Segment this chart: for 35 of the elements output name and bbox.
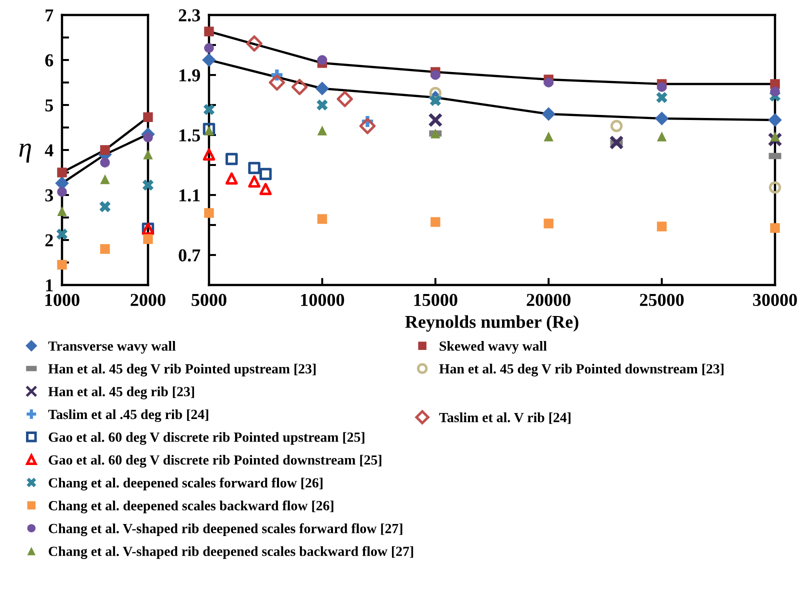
legend-label: Taslim et al .45 deg rib [24] (48, 409, 208, 422)
legend-label: Transverse wavy wall (48, 341, 176, 354)
y-tick-label: 6 (45, 54, 54, 66)
x-tick-label: 5000 (192, 294, 226, 306)
legend-label: Han et al. 45 deg rib [23] (48, 386, 194, 400)
y-tick-label: 2.3 (178, 9, 200, 22)
legend-label: Skewed wavy wall (440, 341, 547, 354)
y-tick-label: 0.7 (178, 249, 200, 262)
x-tick-label: 15000 (414, 294, 458, 306)
legend-label: Chang et al. deepened scales backward flow [26] (48, 500, 334, 514)
legend-label: Han et al. 45 deg V rib Pointed upstream [23] (48, 364, 316, 376)
legend-label: Chang et al. V-shaped rib deepened scales backward flow [27] (48, 546, 414, 559)
x-tick-label: 2000 (130, 294, 166, 306)
y-tick-label: 1.1 (180, 189, 200, 202)
x-tick-label: 20000 (526, 294, 570, 306)
x-axis-title: Reynolds number (Re) (405, 315, 578, 332)
y-tick-label: 5 (45, 99, 54, 112)
x-tick-label: 30000 (753, 294, 797, 306)
y-tick-label: 7 (46, 9, 54, 22)
legend-label: Chang et al. deepened scales forward flow [26] (48, 478, 322, 490)
y-tick-label: 2 (45, 234, 53, 246)
legend-label: Taslim et al. V rib [24] (439, 412, 570, 424)
y-tick-label: 1.9 (180, 69, 200, 82)
legend-label: Chang et al. V-shaped rib deepened scales forward flow [27] (48, 523, 402, 536)
x-tick-label: 1000 (45, 294, 80, 306)
y-tick-label: 4 (44, 144, 54, 156)
y-tick-label: 3 (45, 189, 54, 202)
legend-label: Gao et al. 60 deg V discrete rib Pointed upstream [25] (48, 432, 364, 445)
legend-label: Gao et al. 60 deg V discrete rib Pointed downstream [25] (48, 454, 382, 468)
x-tick-label: 10000 (301, 294, 344, 306)
y-tick-label: 1 (46, 279, 53, 292)
x-tick-label: 25000 (640, 294, 684, 306)
y-tick-label: 1.5 (180, 129, 200, 142)
y-axis-title: η (19, 144, 31, 163)
legend-label: Han et al. 45 deg V rib Pointed downstream [23] (439, 364, 724, 376)
